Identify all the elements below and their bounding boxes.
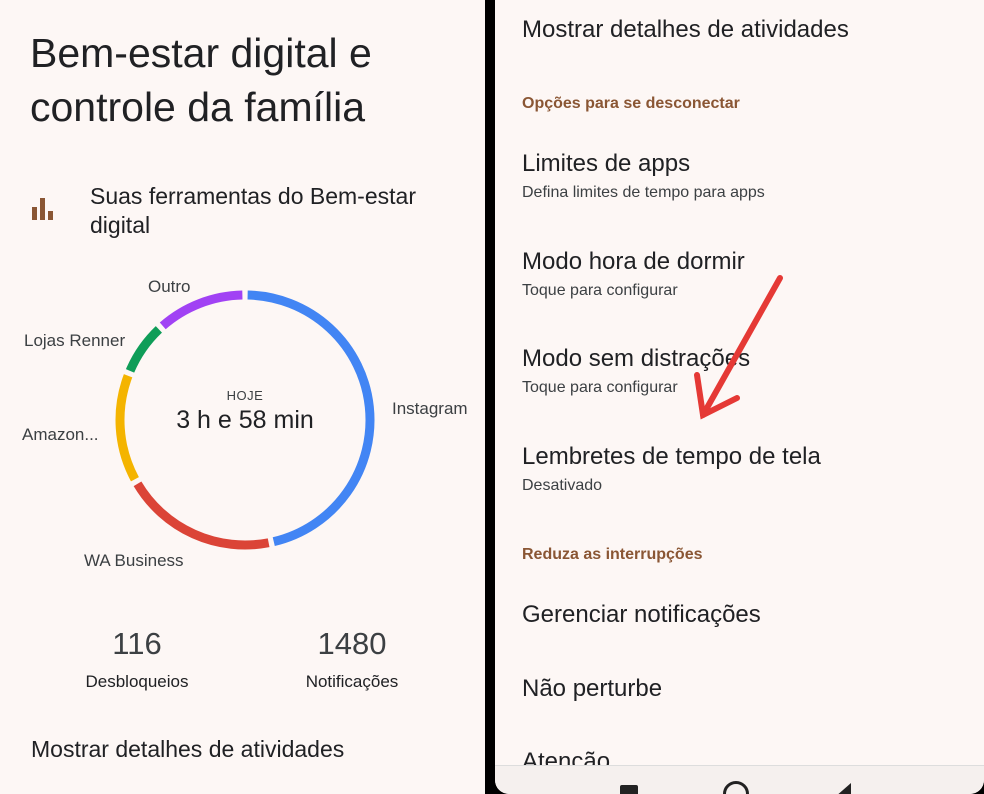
label-outro: Outro (148, 277, 191, 296)
item-title: Limites de apps (522, 150, 691, 177)
item-subtitle: Desativado (522, 477, 603, 494)
item-title: Modo sem distrações (522, 345, 751, 372)
item-subtitle: Toque para configurar (522, 379, 678, 396)
left-screen: Bem-estar digital e controle da família S… (0, 0, 485, 794)
recents-button[interactable] (620, 785, 638, 794)
item-subtitle: Defina limites de tempo para apps (522, 184, 765, 201)
section-disconnect: Opções para se desconectar (522, 95, 740, 112)
notifications-label: Notificações (305, 672, 399, 691)
app-limits-item[interactable]: Limites de apps Defina limites de tempo p… (522, 150, 765, 202)
label-amazon: Amazon... (22, 425, 99, 444)
donut-segment-lojas-renner[interactable] (125, 326, 163, 373)
item-subtitle: Toque para configurar (522, 282, 678, 299)
label-instagram: Instagram (392, 399, 468, 418)
donut-segment-outro[interactable] (159, 290, 243, 330)
usage-donut-chart[interactable] (0, 270, 485, 580)
red-arrow-annotation (694, 275, 783, 420)
show-details-label: Mostrar detalhes de atividades (522, 16, 849, 43)
total-time: 3 h e 58 min (176, 406, 314, 434)
back-button[interactable] (835, 783, 851, 794)
label-wa-business: WA Business (84, 551, 184, 570)
do-not-disturb-item[interactable]: Não perturbe (522, 675, 662, 703)
label-lojas-renner: Lojas Renner (24, 331, 126, 350)
show-activity-details[interactable]: Mostrar detalhes de atividades (31, 736, 345, 762)
page-title: Bem-estar digital e controle da família (30, 26, 372, 134)
period-label: HOJE (226, 388, 264, 403)
donut-segment-amazon[interactable] (115, 374, 139, 482)
section-interruptions: Reduza as interrupções (522, 546, 703, 563)
home-button[interactable] (723, 781, 749, 794)
title-line-2: controle da família (30, 84, 366, 130)
donut-segment-instagram[interactable] (247, 290, 375, 547)
donut-segment-wa-business[interactable] (133, 481, 270, 550)
unlocks-label: Desbloqueios (85, 672, 189, 691)
item-title: Não perturbe (522, 675, 663, 702)
item-title: Gerenciar notificações (522, 601, 761, 628)
bedtime-mode-item[interactable]: Modo hora de dormir Toque para configurar (522, 248, 745, 300)
tools-title: Suas ferramentas do Bem-estar digital (90, 183, 416, 238)
focus-mode-item[interactable]: Modo sem distrações Toque para configurar (522, 345, 750, 397)
notifications-value: 1480 (317, 626, 387, 661)
notifications-stat[interactable]: 1480 Notificações (262, 626, 442, 692)
bar-chart-icon (32, 198, 58, 220)
item-title: Modo hora de dormir (522, 248, 745, 275)
manage-notifications-item[interactable]: Gerenciar notificações (522, 601, 761, 629)
unlocks-stat[interactable]: 116 Desbloqueios (47, 626, 227, 692)
show-activity-details-link[interactable]: Mostrar detalhes de atividades (522, 16, 849, 44)
right-screen: Mostrar detalhes de atividades Opções pa… (495, 0, 984, 794)
title-line-1: Bem-estar digital e (30, 30, 372, 76)
screen-time-reminders-item[interactable]: Lembretes de tempo de tela Desativado (522, 443, 821, 495)
unlocks-value: 116 (112, 626, 162, 661)
navigation-bar (495, 765, 984, 794)
item-title: Lembretes de tempo de tela (522, 443, 821, 470)
